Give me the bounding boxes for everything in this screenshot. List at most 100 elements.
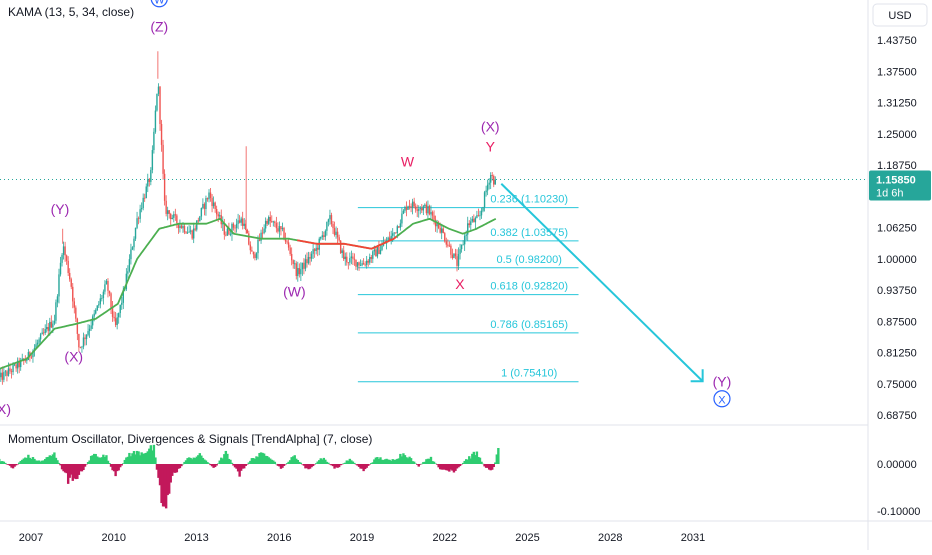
candle-body (130, 250, 131, 260)
candle-body (312, 249, 313, 254)
candle-body (191, 230, 192, 238)
candle-body (458, 254, 459, 266)
candle-body (395, 232, 396, 233)
candle-body (95, 310, 96, 313)
oscillator-bar (58, 463, 60, 464)
candle-body (250, 245, 251, 251)
candle-body (277, 228, 278, 231)
candle-body (136, 218, 137, 228)
candle-body (459, 249, 460, 254)
candle-body (369, 257, 370, 263)
candle-body (492, 175, 493, 176)
candles (0, 51, 496, 385)
candle-body (276, 223, 277, 228)
candle-body (354, 259, 355, 260)
candle-body (326, 222, 327, 231)
candle-body (14, 364, 15, 365)
candle-body (332, 224, 333, 228)
fib-level-label: 1 (0.75410) (501, 368, 557, 380)
candle-body (121, 303, 122, 305)
candle-body (46, 327, 47, 329)
wave-label: (Z) (150, 18, 168, 34)
candle-body (380, 250, 381, 254)
candle-body (306, 259, 307, 263)
candle-body (320, 237, 321, 239)
candle-body (144, 198, 145, 199)
time-tick-label: 2028 (598, 532, 622, 544)
candle-body (274, 221, 275, 223)
candle-body (404, 207, 405, 211)
oscillator-bar (493, 464, 495, 467)
candle-body (43, 333, 44, 334)
candle-body (413, 202, 414, 207)
candle-body (71, 279, 72, 287)
candle-body (360, 265, 361, 266)
candle-body (453, 253, 454, 258)
candle-body (371, 257, 372, 259)
candle-body (478, 215, 479, 216)
oscillator-bar (121, 464, 123, 465)
candle-body (490, 175, 491, 183)
candle-body (216, 209, 217, 214)
candle-body (225, 235, 226, 236)
candle-body (334, 228, 335, 235)
candle-body (328, 219, 329, 222)
candle-body (364, 265, 365, 266)
candle-body (294, 263, 295, 264)
candle-body (372, 251, 373, 258)
candle-body (289, 248, 290, 254)
candle-body (251, 250, 252, 251)
candle-body (329, 215, 330, 219)
candle-body (37, 343, 38, 345)
candle-body (103, 292, 104, 298)
candle-body (106, 281, 107, 284)
candle-body (173, 214, 174, 218)
candle-body (26, 360, 27, 361)
candle-body (120, 305, 121, 313)
wave-label: (X) (481, 118, 500, 134)
candle-body (253, 252, 254, 255)
oscillator-bar (4, 463, 6, 464)
candle-body (345, 257, 346, 259)
oscillator-tick-label: 0.00000 (877, 459, 917, 471)
candle-body (219, 215, 220, 216)
candle-body (179, 226, 180, 228)
oscillator-bar (215, 464, 217, 466)
candle-body (115, 318, 116, 325)
candle-body (447, 245, 448, 246)
time-tick-label: 2010 (102, 532, 126, 544)
price-pane: 0.236 (1.10230)0.382 (1.03575)0.5 (0.982… (0, 0, 868, 417)
candle-body (72, 287, 73, 302)
candle-body (217, 214, 218, 216)
candle-body (58, 274, 59, 296)
candle-body (146, 186, 147, 198)
oscillator-tick-label: -0.10000 (877, 506, 920, 518)
candle-body (127, 271, 128, 273)
candle-body (288, 242, 289, 247)
candle-body (429, 206, 430, 214)
price-tick-label: 1.43750 (877, 35, 917, 47)
candle-body (60, 263, 61, 275)
price-tick-label: 0.87500 (877, 316, 917, 328)
time-tick-label: 2019 (350, 532, 374, 544)
fib-level-label: 0.618 (0.92820) (490, 281, 568, 293)
candle-body (423, 206, 424, 210)
candle-body (341, 250, 342, 253)
wave-label: X (455, 276, 465, 292)
oscillator-bar (313, 464, 315, 465)
candle-body (325, 231, 326, 237)
candle-body (303, 263, 304, 269)
candle-body (101, 298, 102, 299)
candle-body (100, 298, 101, 304)
candle-body (162, 145, 163, 174)
candle-body (210, 193, 211, 198)
oscillator-bar (300, 463, 302, 464)
candle-body (12, 365, 13, 372)
candle-body (135, 228, 136, 239)
oscillator-bar (274, 462, 276, 464)
candle-body (153, 132, 154, 150)
candle-body (93, 314, 94, 317)
candle-body (439, 228, 440, 233)
candle-body (9, 368, 10, 371)
